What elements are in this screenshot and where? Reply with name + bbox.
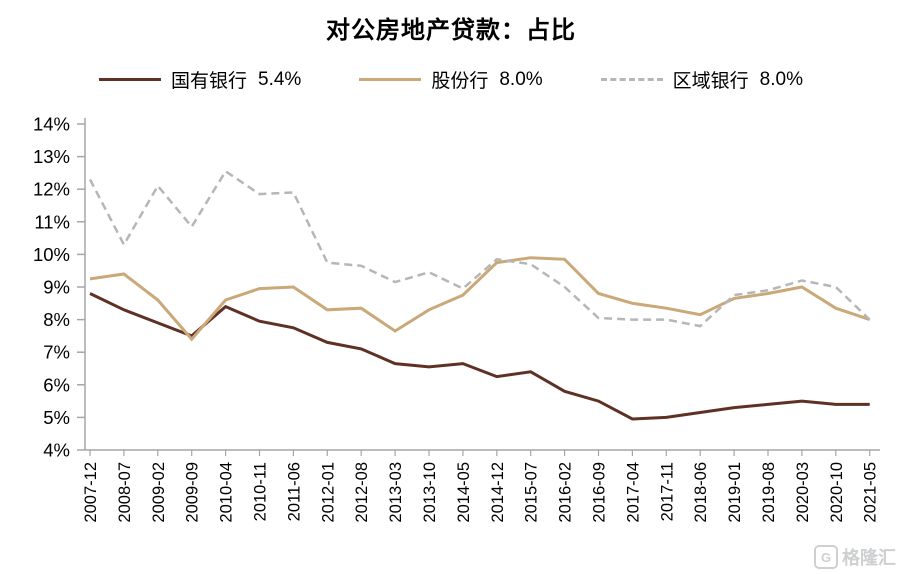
legend-value: 8.0% [499, 68, 543, 90]
x-axis-label: 2014-05 [455, 462, 473, 523]
legend-value: 5.4% [258, 68, 302, 90]
x-axis-label: 2010-11 [252, 462, 270, 521]
y-axis-label: 4% [43, 440, 70, 461]
x-axis-label: 2008-07 [116, 462, 134, 523]
x-axis-label: 2009-09 [184, 462, 202, 523]
x-axis-label: 2010-04 [218, 462, 236, 523]
x-axis-label: 2009-02 [150, 462, 168, 523]
series-line-0 [89, 292, 870, 421]
legend-label: 区域银行 [672, 71, 749, 92]
legend: 国有银行 5.4% 股份行 8.0% 区域银行 8.0% [0, 66, 902, 93]
y-axis-label: 11% [34, 211, 70, 232]
x-axis-label: 2019-08 [760, 462, 778, 523]
x-axis-label: 2021-05 [862, 462, 880, 523]
y-axis-label: 8% [43, 309, 70, 330]
y-axis-label: 7% [43, 342, 70, 363]
y-axis-label: 12% [33, 179, 70, 200]
x-axis-label: 2014-12 [489, 462, 507, 523]
x-axis-label: 2016-02 [557, 462, 575, 523]
y-axis-label: 6% [43, 374, 70, 395]
y-axis-label: 10% [33, 244, 70, 265]
x-axis-label: 2011-06 [285, 462, 303, 521]
x-axis-label: 2016-09 [591, 462, 609, 523]
x-axis-label: 2013-03 [387, 462, 405, 523]
series-line-2 [88, 169, 871, 328]
watermark-text: 格隆汇 [842, 548, 896, 568]
x-axis-label: 2017-11 [658, 462, 676, 521]
legend-line-swatch [600, 78, 663, 81]
legend-item-state-banks: 国有银行 5.4% [99, 66, 301, 93]
y-axis-label: 5% [43, 407, 70, 428]
legend-item-joint-stock-banks: 股份行 8.0% [359, 66, 543, 93]
x-axis-label: 2012-08 [353, 462, 371, 523]
legend-value: 8.0% [759, 68, 803, 90]
x-axis-label: 2019-01 [726, 462, 744, 523]
gelonghui-logo-icon: G [814, 545, 838, 569]
x-axis-label: 2020-10 [828, 462, 846, 523]
x-axis-label: 2013-10 [421, 462, 439, 523]
x-axis-label: 2017-04 [624, 462, 642, 523]
legend-label: 国有银行 [171, 71, 248, 92]
legend-item-regional-banks: 区域银行 8.0% [600, 66, 803, 93]
legend-line-swatch [99, 78, 161, 81]
series-line-1 [89, 256, 871, 342]
legend-label: 股份行 [431, 71, 489, 92]
legend-line-swatch [359, 78, 422, 81]
x-axis-label: 2015-07 [523, 462, 541, 523]
y-axis-label: 14% [33, 114, 70, 135]
watermark-gelonghui: G 格隆汇 [814, 544, 896, 570]
x-axis-label: 2020-03 [794, 462, 812, 523]
x-axis-label: 2018-06 [692, 462, 710, 523]
y-axis-label: 13% [33, 146, 70, 167]
y-axis-label: 9% [43, 277, 70, 298]
chart-title: 对公房地产贷款：占比 [326, 17, 576, 44]
x-axis-label: 2007-12 [82, 462, 100, 523]
x-axis-label: 2012-01 [319, 462, 337, 523]
